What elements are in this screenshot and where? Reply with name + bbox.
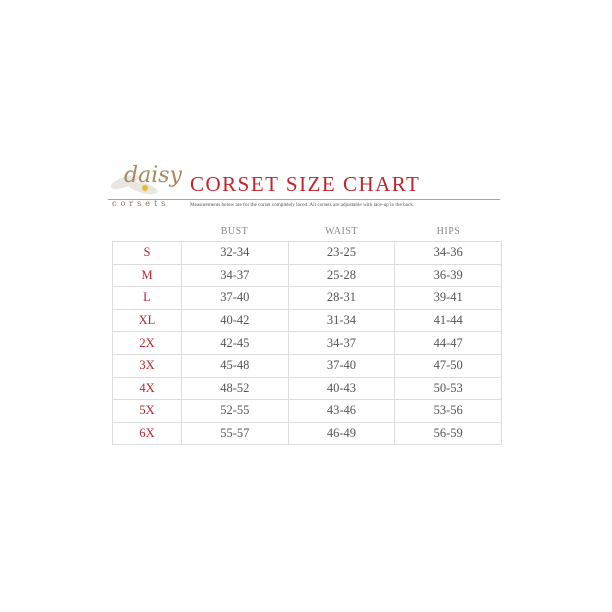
title-divider [108,199,500,200]
cell-bust: 32-34 [181,241,289,265]
cell-bust: 42-45 [181,331,289,355]
table-row: 4X 48-52 40-43 50-53 [112,376,502,401]
cell-size: 2X [112,331,182,355]
cell-waist: 37-40 [287,353,396,378]
cell-size: 5X [112,399,182,423]
size-table: S 32-34 23-25 34-36 M 34-37 25-28 36-39 L 37-40 28… [112,241,502,446]
cell-size: L [112,286,182,310]
table-row: 2X 42-45 34-37 44-47 [112,331,502,355]
table-row: 3X 45-48 37-40 47-50 [112,353,502,378]
cell-hips: 56-59 [394,421,502,446]
daisy-center [142,185,148,191]
cell-hips: 50-53 [394,376,502,401]
cell-hips: 44-47 [394,331,502,355]
cell-bust: 40-42 [181,308,289,333]
cell-hips: 47-50 [394,353,502,378]
cell-size: XL [112,308,182,333]
table-row: XL 40-42 31-34 41-44 [112,308,502,333]
table-row: L 37-40 28-31 39-41 [112,286,502,310]
cell-waist: 43-46 [287,399,396,423]
header-hips: HIPS [436,226,461,237]
logo-script: daisy [124,163,182,188]
header-bust: BUST [220,226,249,237]
cell-bust: 55-57 [181,421,289,446]
table-row: S 32-34 23-25 34-36 [112,241,502,265]
cell-size: 6X [112,421,182,446]
cell-hips: 36-39 [394,263,502,288]
cell-bust: 48-52 [181,376,289,401]
cell-hips: 39-41 [394,286,502,310]
cell-hips: 53-56 [394,399,502,423]
cell-waist: 34-37 [287,331,396,355]
cell-bust: 52-55 [181,399,289,423]
cell-waist: 28-31 [287,286,396,310]
cell-waist: 23-25 [287,241,396,265]
cell-hips: 34-36 [394,241,502,265]
table-row: 6X 55-57 46-49 56-59 [112,421,502,446]
cell-bust: 45-48 [181,353,289,378]
cell-bust: 34-37 [181,263,289,288]
logo-word: corsets [112,199,170,208]
table-row: 5X 52-55 43-46 53-56 [112,399,502,423]
cell-waist: 46-49 [287,421,396,446]
cell-size: S [112,241,182,265]
cell-waist: 25-28 [287,263,396,288]
cell-size: 4X [112,376,182,401]
daisy-corsets-logo: daisy corsets [106,163,182,213]
cell-hips: 41-44 [394,308,502,333]
cell-waist: 40-43 [287,376,396,401]
header-waist: WAIST [324,226,359,237]
table-row: M 34-37 25-28 36-39 [112,263,502,288]
cell-waist: 31-34 [287,308,396,333]
cell-bust: 37-40 [181,286,289,310]
page-title: CORSET SIZE CHART [190,172,421,196]
subtitle: Measurements below are for the corset co… [190,202,415,208]
cell-size: 3X [112,353,182,378]
cell-size: M [112,263,182,288]
